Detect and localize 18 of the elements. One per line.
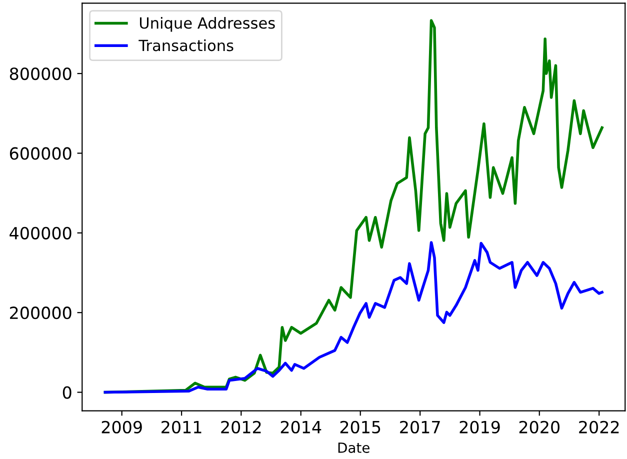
x-tick-label: 2009 <box>102 420 142 434</box>
x-tick-label: 2014 <box>280 420 322 434</box>
legend-label: Transactions <box>138 39 234 52</box>
y-tick-label: 200000 <box>10 306 72 320</box>
x-tick-label: 2011 <box>162 420 202 434</box>
x-tick-label: 2020 <box>519 420 560 434</box>
x-axis-title: Date <box>338 442 370 453</box>
y-tick-label: 0 <box>62 386 72 399</box>
x-tick-label: 2017 <box>400 420 440 434</box>
x-tick-label: 2012 <box>221 420 261 434</box>
y-tick-label: 400000 <box>10 226 72 240</box>
legend-label: Unique Addresses <box>140 16 275 32</box>
y-tick-label: 800000 <box>10 68 72 80</box>
x-tick-label: 2022 <box>579 420 619 434</box>
line-series <box>104 241 604 394</box>
x-tick-label: 2019 <box>460 420 500 434</box>
x-tick-label: 2015 <box>340 420 380 434</box>
y-tick-label: 600000 <box>10 147 72 160</box>
